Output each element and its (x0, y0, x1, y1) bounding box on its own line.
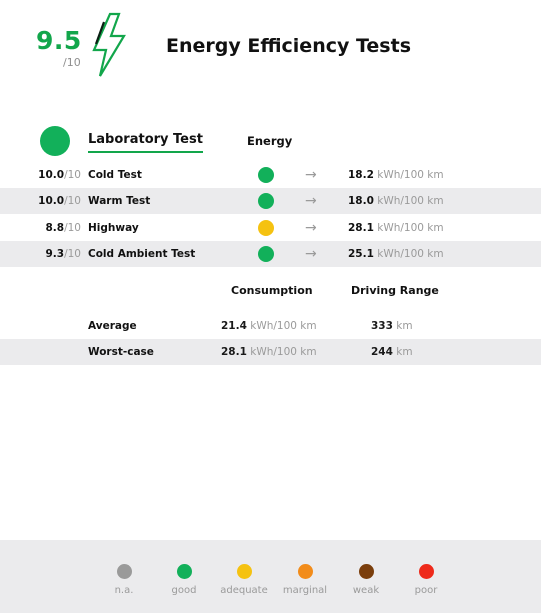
legend-label: adequate (220, 585, 268, 596)
test-score: 8.8/10 (45, 222, 81, 234)
legend-item-good: good (149, 564, 219, 596)
test-score: 10.0/10 (38, 169, 81, 181)
test-value: 18.0 kWh/100 km (348, 195, 444, 207)
test-value: 28.1 kWh/100 km (348, 222, 444, 234)
legend-dot (418, 564, 434, 579)
test-label: Cold Test (88, 169, 142, 181)
test-row: 10.0/10 Warm Test → 18.0 kWh/100 km (0, 188, 541, 214)
legend-label: good (171, 585, 197, 596)
arrow-right-icon: → (305, 193, 317, 209)
test-row: 9.3/10 Cold Ambient Test → 25.1 kWh/100 … (0, 241, 541, 267)
rating-dot (258, 220, 274, 236)
legend-dot (297, 564, 313, 579)
test-row: 10.0/10 Cold Test → 18.2 kWh/100 km (0, 162, 541, 188)
test-value: 25.1 kWh/100 km (348, 248, 444, 260)
summary-row: Average 21.4 kWh/100 km 333 km (0, 313, 541, 339)
test-score: 10.0/10 (38, 195, 81, 207)
rating-legend: n.a. good adequate marginal weak poor (0, 540, 541, 613)
test-row: 8.8/10 Highway → 28.1 kWh/100 km (0, 215, 541, 241)
page-title: Energy Efficiency Tests (166, 35, 412, 57)
legend-item-adequate: adequate (209, 564, 279, 596)
test-label: Cold Ambient Test (88, 248, 196, 260)
summary-row: Worst-case 28.1 kWh/100 km 244 km (0, 339, 541, 365)
legend-label: weak (352, 585, 380, 596)
arrow-right-icon: → (305, 167, 317, 183)
legend-item-na: n.a. (89, 564, 159, 596)
summary-label: Worst-case (88, 346, 154, 358)
consumption-value: 28.1 kWh/100 km (221, 346, 317, 358)
test-label: Highway (88, 222, 139, 234)
range-value: 244 km (371, 346, 413, 358)
lab-section-title: Laboratory Test (88, 132, 203, 153)
test-score: 9.3/10 (45, 248, 81, 260)
legend-dot (358, 564, 374, 579)
consumption-value: 21.4 kWh/100 km (221, 320, 317, 332)
legend-label: poor (414, 585, 438, 596)
legend-item-poor: poor (391, 564, 461, 596)
arrow-right-icon: → (305, 246, 317, 262)
arrow-right-icon: → (305, 220, 317, 236)
legend-dot (176, 564, 192, 579)
summary-label: Average (88, 320, 137, 332)
overall-score: 9.5 (36, 26, 82, 55)
legend-item-marginal: marginal (270, 564, 340, 596)
rating-dot (258, 193, 274, 209)
rating-dot (258, 167, 274, 183)
legend-dot (116, 564, 132, 579)
lightning-bolt-icon (92, 12, 126, 77)
energy-column-header: Energy (247, 134, 293, 148)
legend-item-weak: weak (331, 564, 401, 596)
range-value: 333 km (371, 320, 413, 332)
overall-score-max: /10 (63, 56, 81, 69)
test-label: Warm Test (88, 195, 151, 207)
rating-dot (258, 246, 274, 262)
legend-dot (236, 564, 252, 579)
legend-label: marginal (282, 585, 328, 596)
legend-label: n.a. (114, 585, 134, 596)
test-value: 18.2 kWh/100 km (348, 169, 444, 181)
range-column-header: Driving Range (351, 284, 439, 297)
consumption-column-header: Consumption (231, 284, 313, 297)
lab-status-indicator (40, 126, 70, 156)
